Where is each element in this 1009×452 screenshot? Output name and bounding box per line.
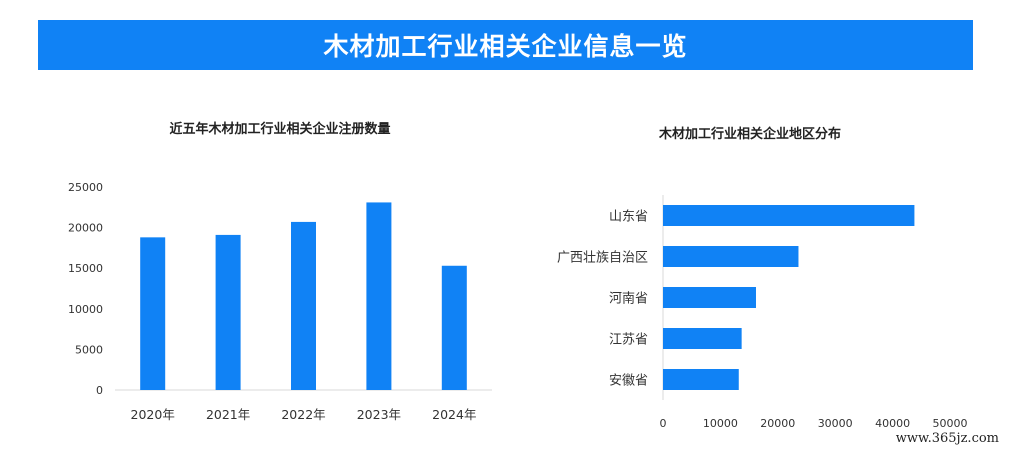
y-category-label: 安徽省 bbox=[609, 374, 648, 389]
y-category-label: 江苏省 bbox=[609, 332, 648, 348]
watermark: www.365jz.com bbox=[895, 431, 999, 446]
page-title-banner: 木材加工行业相关企业信息一览 bbox=[38, 20, 973, 70]
y-category-label: 山东省 bbox=[609, 210, 648, 225]
bar bbox=[291, 221, 316, 390]
x-tick-label: 2020年 bbox=[131, 407, 175, 422]
bar bbox=[663, 369, 739, 390]
y-tick-label: 25000 bbox=[68, 181, 103, 194]
x-tick-label: 2023年 bbox=[357, 407, 401, 422]
chart2-title: 木材加工行业相关企业地区分布 bbox=[658, 126, 841, 142]
x-tick-label: 20000 bbox=[760, 417, 795, 430]
x-tick-label: 10000 bbox=[703, 417, 738, 430]
bar bbox=[663, 205, 915, 226]
bar bbox=[215, 234, 241, 390]
y-category-label: 河南省 bbox=[609, 291, 648, 307]
y-tick-label: 5000 bbox=[75, 343, 103, 356]
x-tick-label: 40000 bbox=[875, 417, 910, 430]
bar bbox=[663, 328, 742, 349]
y-tick-label: 15000 bbox=[68, 262, 103, 275]
page-title: 木材加工行业相关企业信息一览 bbox=[323, 32, 688, 61]
y-tick-label: 20000 bbox=[68, 222, 103, 235]
bar bbox=[140, 237, 166, 390]
x-tick-label: 30000 bbox=[818, 417, 853, 430]
y-category-label: 广西壮族自治区 bbox=[557, 250, 648, 266]
x-tick-label: 2024年 bbox=[432, 407, 476, 422]
x-tick-label: 0 bbox=[660, 417, 667, 430]
chart1-title: 近五年木材加工行业相关企业注册数量 bbox=[169, 121, 390, 137]
y-tick-label: 0 bbox=[96, 384, 103, 397]
y-tick-label: 10000 bbox=[68, 303, 103, 316]
bar bbox=[663, 287, 756, 308]
x-tick-label: 50000 bbox=[933, 417, 968, 430]
x-tick-label: 2021年 bbox=[206, 407, 250, 422]
bar bbox=[663, 246, 799, 267]
bar bbox=[366, 202, 392, 390]
x-tick-label: 2022年 bbox=[281, 407, 325, 422]
bar bbox=[441, 265, 467, 390]
